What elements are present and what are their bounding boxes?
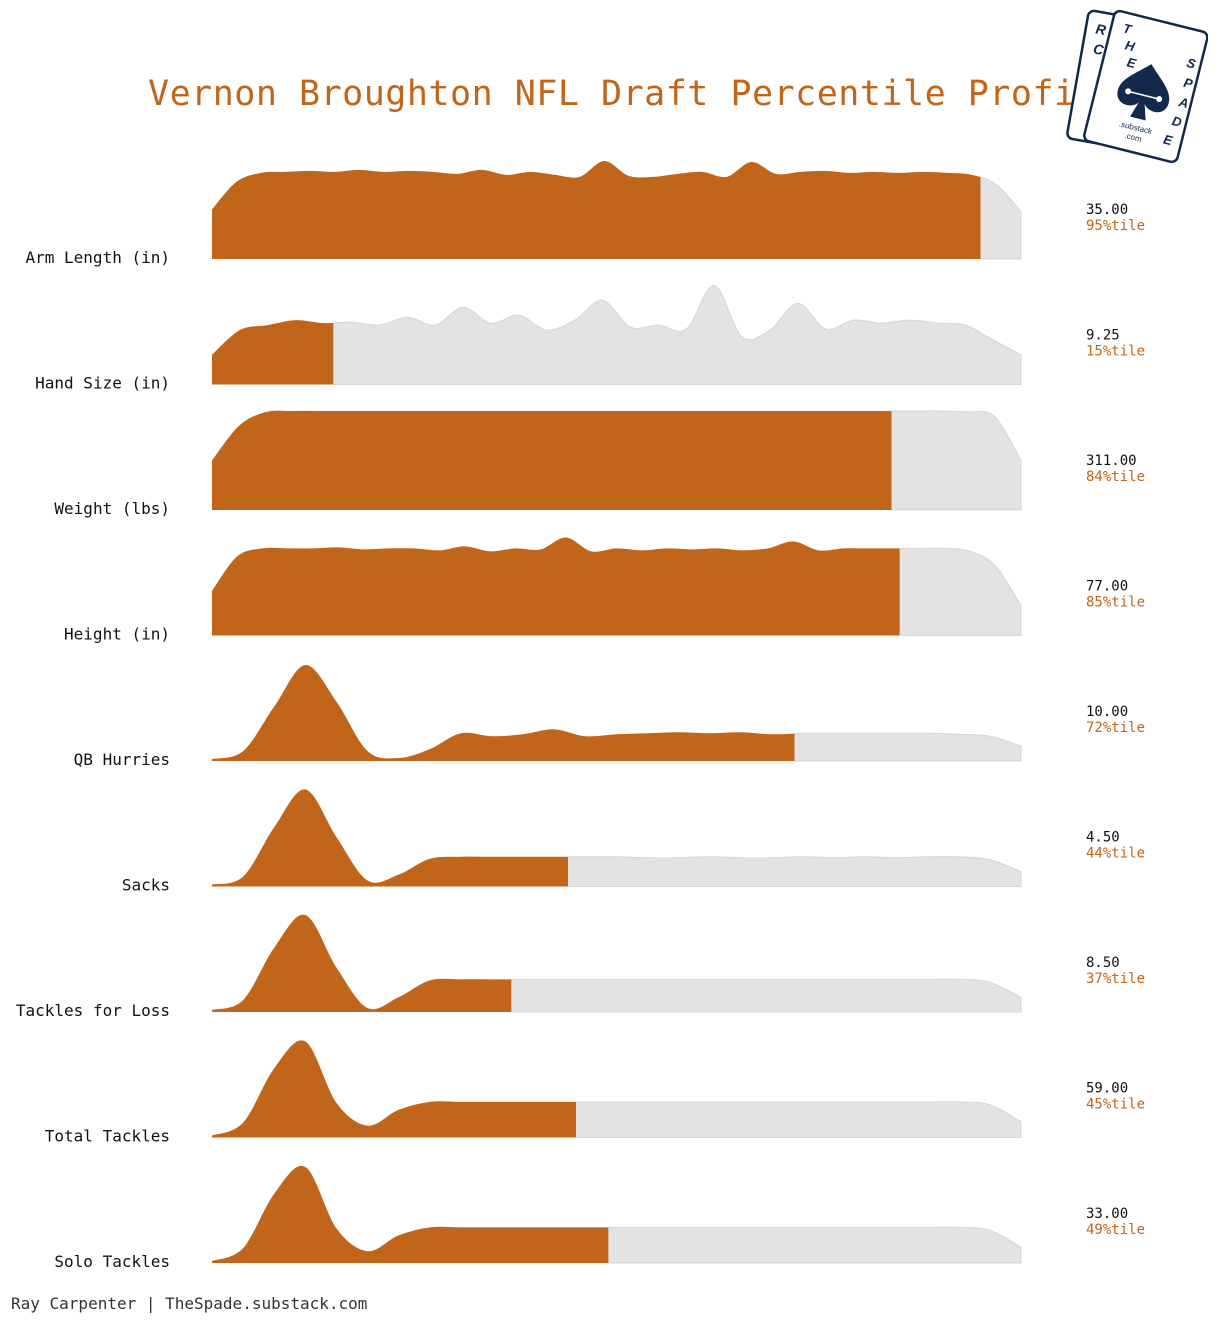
row-value: 4.50 [1086,830,1120,846]
logo-letter: S [1185,55,1197,72]
logo-letter: E [1125,54,1137,71]
density-remainder [511,978,1022,1013]
density-remainder [794,732,1022,762]
logo-letter: D [1171,113,1184,130]
logo-com-text: .com [1124,131,1143,144]
chart-title: Vernon Broughton NFL Draft Percentile Pr… [148,74,1119,114]
density-remainder [891,410,1022,511]
row-percentile: 45%tile [1086,1097,1145,1113]
density-remainder [980,176,1022,260]
row-label: Total Tackles [45,1127,170,1146]
density-percentile-fill [212,664,795,761]
density-remainder [608,1226,1022,1264]
row-value: 59.00 [1086,1081,1128,1097]
logo-letter: E [1162,132,1174,149]
row-percentile: 95%tile [1086,218,1145,234]
row-label: Weight (lbs) [54,499,170,518]
row-label: Arm Length (in) [26,248,171,267]
row-value: 10.00 [1086,704,1128,720]
density-percentile-fill [212,789,568,887]
density-percentile-fill [212,1165,609,1263]
density-percentile-fill [212,320,334,385]
row-percentile: 72%tile [1086,720,1145,736]
row-label: Height (in) [64,625,170,644]
density-percentile-fill [212,410,892,510]
row-label: Solo Tackles [54,1252,170,1271]
logo-letter: P [1182,75,1194,92]
row-label: Hand Size (in) [35,374,170,393]
density-remainder [333,285,1022,385]
row-percentile: 44%tile [1086,846,1145,862]
logo-letter: R [1095,21,1109,39]
row-value: 8.50 [1086,955,1120,971]
footer-credit: Ray Carpenter | TheSpade.substack.com [11,1294,368,1313]
logo-letter: C [1092,40,1106,58]
density-remainder [567,856,1022,887]
row-percentile: 37%tile [1086,971,1145,987]
row-label: Sacks [122,876,170,895]
row-value: 35.00 [1086,202,1128,218]
row-percentile: 85%tile [1086,595,1145,611]
density-remainder [899,547,1022,636]
row-value: 311.00 [1086,453,1137,469]
row-percentile: 84%tile [1086,469,1145,485]
logo-letter: H [1123,38,1136,55]
density-percentile-fill [212,1040,577,1138]
density-percentile-fill [212,537,900,636]
row-label: QB Hurries [74,750,170,769]
density-remainder [576,1101,1022,1138]
density-percentile-fill [212,914,512,1012]
logo-letter: A [1176,94,1190,111]
row-value: 77.00 [1086,579,1128,595]
row-percentile: 49%tile [1086,1222,1145,1238]
spade-icon [1117,64,1170,121]
row-value: 9.25 [1086,328,1120,344]
row-label: Tackles for Loss [16,1001,170,1020]
row-percentile: 15%tile [1086,344,1145,360]
density-percentile-fill [212,160,981,259]
row-value: 33.00 [1086,1206,1128,1222]
